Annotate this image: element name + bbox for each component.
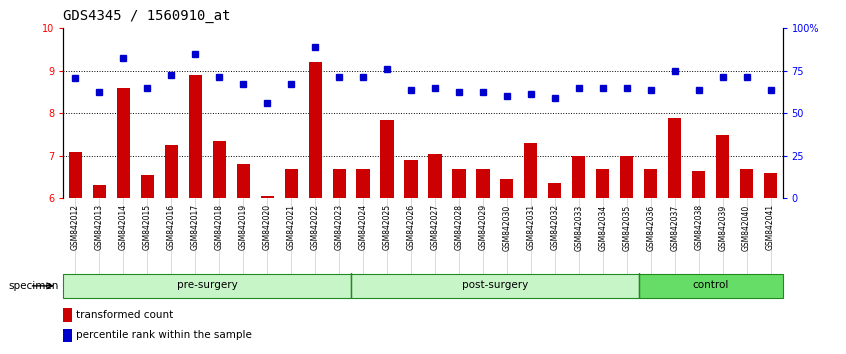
- Text: GSM842039: GSM842039: [718, 204, 727, 251]
- Text: GSM842034: GSM842034: [598, 204, 607, 251]
- Bar: [69, 152, 82, 198]
- Bar: [548, 183, 562, 198]
- Text: post-surgery: post-surgery: [462, 280, 528, 290]
- Bar: [356, 169, 370, 198]
- Bar: [692, 171, 706, 198]
- Bar: [381, 120, 393, 198]
- Text: specimen: specimen: [8, 281, 59, 291]
- Bar: [309, 62, 321, 198]
- FancyBboxPatch shape: [351, 274, 639, 298]
- Bar: [644, 169, 657, 198]
- Text: GSM842033: GSM842033: [574, 204, 583, 251]
- Text: percentile rank within the sample: percentile rank within the sample: [76, 330, 252, 341]
- Text: GSM842035: GSM842035: [623, 204, 631, 251]
- Text: GSM842025: GSM842025: [382, 204, 392, 250]
- Bar: [764, 173, 777, 198]
- Text: GSM842038: GSM842038: [695, 204, 703, 250]
- Bar: [237, 164, 250, 198]
- Bar: [716, 135, 729, 198]
- Text: GSM842040: GSM842040: [742, 204, 751, 251]
- Text: transformed count: transformed count: [76, 310, 173, 320]
- Text: GSM842032: GSM842032: [551, 204, 559, 250]
- Text: GSM842037: GSM842037: [670, 204, 679, 251]
- Text: GSM842030: GSM842030: [503, 204, 511, 251]
- Bar: [428, 154, 442, 198]
- Bar: [212, 141, 226, 198]
- FancyBboxPatch shape: [63, 274, 351, 298]
- Bar: [261, 196, 274, 198]
- Bar: [740, 169, 753, 198]
- Text: GSM842016: GSM842016: [167, 204, 176, 250]
- Text: control: control: [693, 280, 728, 290]
- Bar: [117, 88, 130, 198]
- Bar: [284, 169, 298, 198]
- Bar: [404, 160, 418, 198]
- Bar: [453, 169, 465, 198]
- Bar: [93, 185, 106, 198]
- Bar: [63, 329, 73, 342]
- Text: GSM842019: GSM842019: [239, 204, 248, 250]
- Text: GDS4345 / 1560910_at: GDS4345 / 1560910_at: [63, 9, 231, 23]
- Text: GSM842026: GSM842026: [407, 204, 415, 250]
- Bar: [500, 179, 514, 198]
- Text: GSM842027: GSM842027: [431, 204, 439, 250]
- Text: GSM842013: GSM842013: [95, 204, 104, 250]
- Bar: [189, 75, 202, 198]
- Text: GSM842024: GSM842024: [359, 204, 367, 250]
- Text: GSM842015: GSM842015: [143, 204, 151, 250]
- Text: GSM842021: GSM842021: [287, 204, 295, 250]
- FancyBboxPatch shape: [639, 274, 783, 298]
- Bar: [140, 175, 154, 198]
- Text: GSM842020: GSM842020: [263, 204, 272, 250]
- Text: GSM842031: GSM842031: [526, 204, 536, 250]
- Bar: [476, 169, 490, 198]
- Text: GSM842028: GSM842028: [454, 204, 464, 250]
- Bar: [572, 156, 585, 198]
- Text: GSM842012: GSM842012: [71, 204, 80, 250]
- Bar: [63, 308, 73, 321]
- Bar: [620, 156, 634, 198]
- Text: GSM842018: GSM842018: [215, 204, 223, 250]
- Text: GSM842036: GSM842036: [646, 204, 655, 251]
- Bar: [332, 169, 346, 198]
- Text: GSM842023: GSM842023: [335, 204, 343, 250]
- Text: GSM842022: GSM842022: [310, 204, 320, 250]
- Text: GSM842029: GSM842029: [479, 204, 487, 250]
- Bar: [596, 169, 609, 198]
- Bar: [165, 145, 178, 198]
- Bar: [525, 143, 537, 198]
- Text: GSM842014: GSM842014: [119, 204, 128, 250]
- Text: pre-surgery: pre-surgery: [177, 280, 238, 290]
- Text: GSM842041: GSM842041: [766, 204, 775, 250]
- Bar: [668, 118, 681, 198]
- Text: GSM842017: GSM842017: [191, 204, 200, 250]
